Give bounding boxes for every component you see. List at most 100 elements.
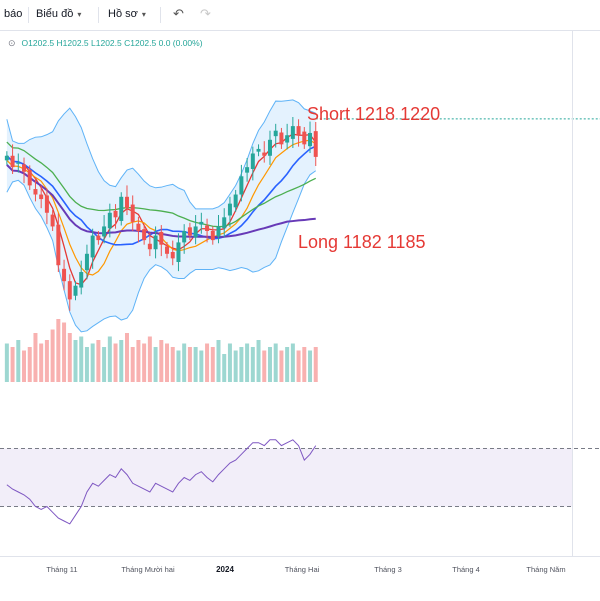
- volume-bar: [279, 350, 284, 382]
- candle: [107, 203, 112, 238]
- volume-bar: [22, 350, 27, 382]
- candle-body: [27, 169, 32, 186]
- price-chart[interactable]: [0, 0, 600, 556]
- volume-bar: [102, 347, 107, 382]
- candle: [302, 127, 307, 149]
- volume-bar: [33, 333, 38, 382]
- volume-bar: [27, 347, 32, 382]
- volume-bar: [227, 343, 232, 382]
- candle: [216, 215, 221, 244]
- candle: [113, 204, 118, 229]
- candle-body: [170, 251, 175, 259]
- volume-bar: [222, 354, 227, 382]
- volume-bar: [302, 347, 307, 382]
- candle-body: [153, 235, 158, 250]
- volume-bar: [273, 343, 278, 382]
- candle: [308, 121, 313, 154]
- candle: [10, 144, 15, 174]
- candle-body: [290, 126, 295, 139]
- volume-bar: [308, 350, 313, 382]
- volume-bar: [84, 347, 89, 382]
- candle: [199, 212, 204, 234]
- time-axis: Tháng 11 Tháng Mười hai 2024 Tháng Hai Tháng…: [0, 556, 600, 601]
- candle-body: [84, 253, 89, 271]
- candle-body: [136, 223, 141, 231]
- volume-bar: [176, 350, 181, 382]
- candle-body: [67, 281, 72, 300]
- volume-bar: [90, 343, 95, 382]
- chevron-down-icon: ▾: [141, 10, 146, 19]
- volume-bar: [262, 350, 267, 382]
- volume-bar: [10, 347, 15, 382]
- volume-bar: [39, 343, 44, 382]
- x-tick-label: Tháng 3: [374, 565, 402, 574]
- volume-bar: [210, 347, 215, 382]
- volume-bar: [245, 343, 250, 382]
- candle-body: [210, 231, 215, 241]
- candle: [119, 192, 124, 226]
- candle: [267, 130, 272, 165]
- candle-body: [96, 235, 101, 241]
- volume-bar: [67, 333, 72, 382]
- volume-bar: [216, 340, 221, 382]
- candle-body: [50, 214, 55, 227]
- candle: [67, 274, 72, 311]
- candle: [290, 117, 295, 149]
- rsi-band: [0, 448, 572, 507]
- candle: [44, 188, 49, 225]
- volume-bar: [256, 340, 261, 382]
- ohlc-values: O1202.5 H1202.5 L1202.5 C1202.5 0.0 (0.0…: [21, 38, 203, 48]
- candle-body: [205, 225, 210, 231]
- candle: [313, 122, 318, 167]
- candle-body: [193, 226, 198, 238]
- volume-bar: [50, 329, 55, 382]
- volume-bar: [187, 347, 192, 382]
- candle: [170, 240, 175, 266]
- volume-bar: [136, 340, 141, 382]
- volume-bar: [159, 340, 164, 382]
- candle-body: [279, 132, 284, 145]
- candle-body: [250, 153, 255, 169]
- redo-icon[interactable]: ↷: [200, 6, 211, 21]
- candle-body: [147, 243, 152, 250]
- candle: [296, 119, 301, 147]
- toolbar-separator: [28, 7, 29, 23]
- volume-bar: [147, 336, 152, 382]
- candle-body: [10, 155, 15, 168]
- candle: [56, 213, 61, 273]
- candle: [159, 225, 164, 257]
- chevron-down-icon: ▾: [77, 10, 82, 19]
- volume-bar: [182, 343, 187, 382]
- candle: [193, 215, 198, 245]
- candle-body: [227, 203, 232, 216]
- top-toolbar: báo Biểu đồ ▾ Hồ sơ ▾ ↶ ↷: [0, 0, 600, 31]
- rsi-panel: [0, 439, 600, 525]
- chart-menu-button[interactable]: Biểu đồ ▾: [36, 8, 81, 20]
- volume-bar: [119, 340, 124, 382]
- volume-bar: [113, 343, 118, 382]
- candle: [222, 208, 227, 238]
- volume-bar: [250, 347, 255, 382]
- toolbar-left-item[interactable]: báo: [4, 8, 23, 20]
- candle: [176, 233, 181, 272]
- profile-menu-button[interactable]: Hồ sơ ▾: [108, 8, 146, 20]
- volume-bar: [193, 347, 198, 382]
- candle: [16, 153, 21, 173]
- undo-icon[interactable]: ↶: [173, 6, 184, 21]
- candle-body: [142, 229, 147, 241]
- candle: [124, 185, 129, 216]
- eye-icon[interactable]: ⊙: [8, 38, 16, 48]
- short-annotation: Short 1218 1220: [307, 104, 441, 124]
- candle-body: [90, 235, 95, 258]
- volume-bar: [56, 319, 61, 382]
- candle-body: [79, 272, 84, 288]
- bollinger-upper: [6, 99, 316, 210]
- candle: [239, 164, 244, 202]
- volume-bar: [142, 343, 147, 382]
- candle: [245, 158, 250, 182]
- candle-body: [124, 196, 129, 209]
- candle-body: [16, 162, 21, 164]
- candle: [27, 165, 32, 190]
- volume-bar: [130, 347, 135, 382]
- candle-body: [216, 226, 221, 237]
